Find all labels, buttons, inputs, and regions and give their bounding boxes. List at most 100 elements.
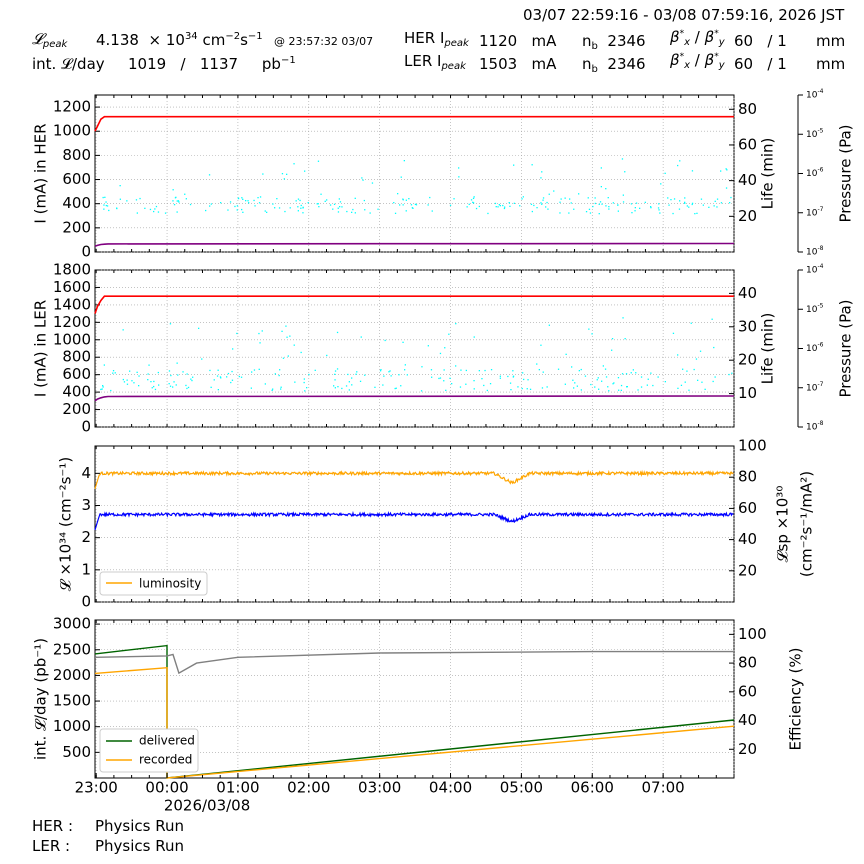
life-point <box>449 204 452 206</box>
life-point <box>608 208 610 210</box>
life-point <box>659 212 661 214</box>
her-status-label: HER : <box>32 817 74 835</box>
life-point <box>219 376 222 378</box>
life-point <box>541 387 544 389</box>
life-point <box>229 201 232 203</box>
life-point <box>250 387 252 389</box>
life-point <box>472 201 474 203</box>
life-point <box>494 202 497 205</box>
life-point <box>617 204 619 206</box>
life-point <box>286 336 288 338</box>
life-point <box>626 386 628 388</box>
life-point <box>540 177 542 179</box>
life-point <box>427 204 429 206</box>
life-point <box>122 378 124 381</box>
life-point <box>635 372 637 374</box>
life-point <box>513 202 515 204</box>
life-point <box>404 369 406 371</box>
her-bunch-number: nb 2346 <box>582 32 646 52</box>
life-point <box>694 213 696 215</box>
ytick-label: 1800 <box>53 261 91 279</box>
ler-peak-current-value: 1503 mA <box>479 55 557 73</box>
life-point <box>410 204 413 206</box>
y2tick-label: 20 <box>738 207 757 225</box>
life-point <box>725 168 727 170</box>
y3tick-label: 10-6 <box>806 166 824 179</box>
life-point <box>164 212 167 214</box>
y2label-2-a: 𝓛sp ×10³⁰ <box>774 486 792 563</box>
life-point <box>341 387 343 390</box>
life-point <box>430 369 433 371</box>
life-point <box>620 389 622 391</box>
life-point <box>284 210 286 213</box>
life-point <box>151 387 153 389</box>
life-point <box>498 204 500 206</box>
life-point <box>618 389 620 391</box>
life-point <box>351 377 353 379</box>
life-point <box>644 201 646 203</box>
life-point <box>210 386 212 388</box>
life-point <box>110 389 112 392</box>
life-point <box>317 160 320 162</box>
life-point <box>536 207 538 209</box>
ytick-label: 0 <box>81 243 91 261</box>
life-point <box>168 383 170 385</box>
life-point <box>405 199 407 201</box>
life-point <box>519 205 521 207</box>
life-point <box>348 381 350 383</box>
life-point <box>431 210 433 212</box>
life-point <box>281 330 283 332</box>
life-point <box>300 204 302 207</box>
life-point <box>308 373 310 376</box>
life-point <box>588 208 591 210</box>
life-point <box>587 197 589 199</box>
life-point <box>261 330 263 332</box>
life-point <box>274 207 276 209</box>
life-point <box>624 171 626 173</box>
life-point <box>119 198 121 200</box>
life-point <box>264 383 266 385</box>
life-point <box>584 375 587 377</box>
life-point <box>730 196 732 199</box>
life-point <box>612 383 614 385</box>
y2tick-label: 100 <box>738 437 767 455</box>
life-point <box>336 368 339 370</box>
pressure-line-0 <box>94 242 735 247</box>
life-point <box>585 211 588 213</box>
life-point <box>578 193 580 195</box>
life-point <box>334 379 336 381</box>
life-point <box>242 211 244 213</box>
life-point <box>126 379 128 381</box>
life-point <box>138 375 140 377</box>
xtick-label: 06:00 <box>571 779 614 797</box>
y3tick-label: 10-4 <box>806 88 824 101</box>
life-point <box>509 382 512 384</box>
xtick-label: 07:00 <box>642 779 685 797</box>
life-point <box>678 208 681 210</box>
life-point <box>570 202 572 204</box>
life-point <box>169 385 172 387</box>
life-point <box>445 389 447 391</box>
life-point <box>106 205 109 207</box>
life-point <box>227 209 229 211</box>
life-point <box>588 328 590 330</box>
life-point <box>394 387 396 390</box>
life-point <box>251 371 253 373</box>
life-point <box>303 381 305 384</box>
life-point <box>103 204 105 206</box>
life-point <box>236 205 239 207</box>
life-point <box>691 170 694 172</box>
life-point <box>184 193 186 195</box>
life-point <box>274 373 276 375</box>
life-point <box>408 198 410 200</box>
life-point <box>572 379 574 381</box>
life-point <box>364 374 366 376</box>
life-point <box>647 378 649 380</box>
life-point <box>650 206 652 208</box>
life-point <box>546 386 548 388</box>
life-point <box>281 173 284 175</box>
life-point <box>412 207 414 209</box>
ytick-label: 2500 <box>53 640 91 658</box>
peak-luminosity-time: @ 23:57:32 03/07 <box>274 35 374 48</box>
life-point <box>289 335 291 337</box>
